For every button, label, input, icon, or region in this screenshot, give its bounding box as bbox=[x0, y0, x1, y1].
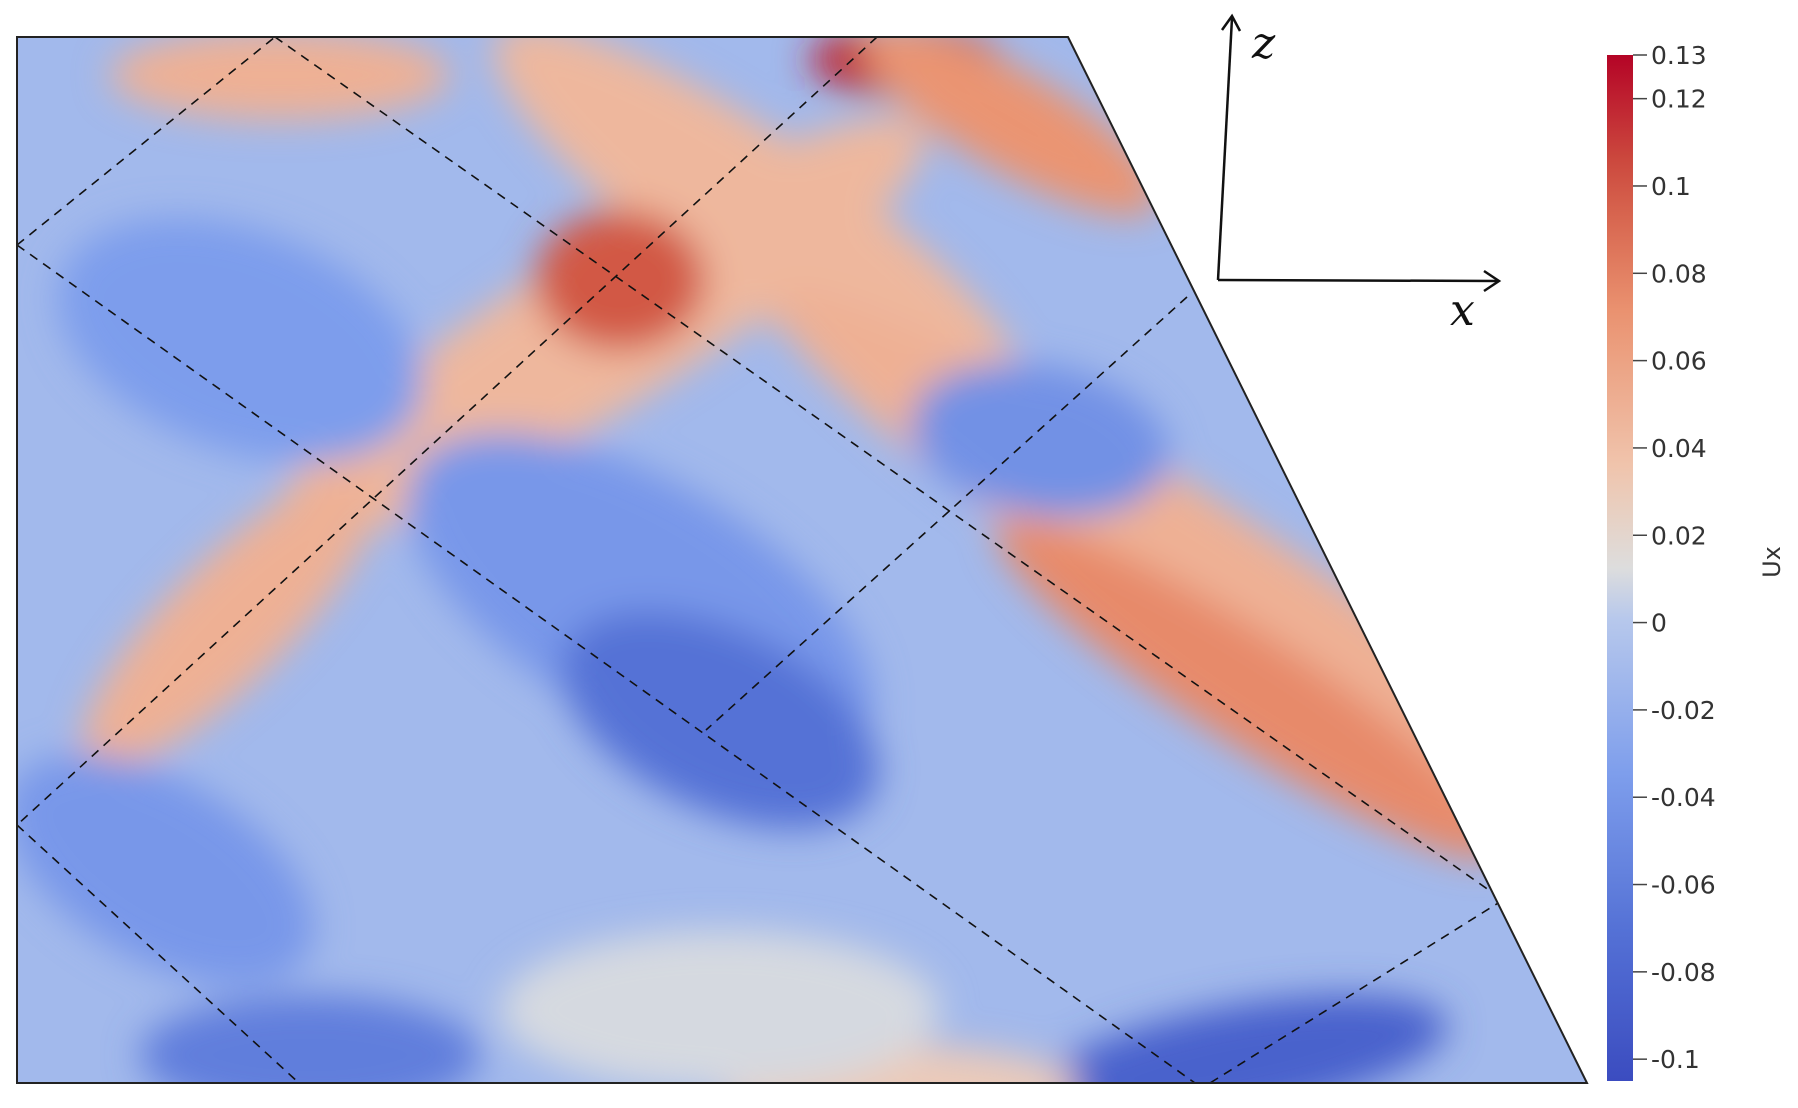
dashed-wave-lines bbox=[17, 37, 1504, 1083]
colorbar-title: Ux bbox=[1758, 546, 1786, 578]
x-axis-label: x bbox=[1450, 285, 1475, 336]
colorbar-tick-label: -0.08 bbox=[1651, 958, 1716, 987]
field-region bbox=[82, 472, 378, 768]
colorbar-tick-label: 0.1 bbox=[1651, 172, 1691, 201]
field-region bbox=[493, 37, 1027, 415]
wave-line bbox=[17, 244, 1196, 1083]
colorbar-tick-label: -0.06 bbox=[1651, 871, 1716, 900]
field-region bbox=[110, 37, 450, 120]
colorbar-tick-label: 0.04 bbox=[1651, 434, 1707, 463]
colorbar-tick-label: -0.04 bbox=[1651, 783, 1716, 812]
field-region bbox=[57, 217, 423, 463]
wave-line bbox=[17, 37, 878, 826]
field-region bbox=[911, 362, 1169, 518]
colorbar-tick-label: 0.08 bbox=[1651, 259, 1707, 288]
field-color-regions bbox=[17, 37, 1585, 1083]
domain-outline bbox=[16, 36, 1589, 1084]
colorbar-scale bbox=[1607, 55, 1633, 1081]
colorbar-tick-label: -0.02 bbox=[1651, 696, 1716, 725]
field-region bbox=[996, 520, 1504, 860]
field-region bbox=[500, 930, 940, 1083]
z-axis-arrow bbox=[1216, 17, 1234, 281]
colorbar-tick-label: 0.06 bbox=[1651, 347, 1707, 376]
x-axis-arrow bbox=[1217, 278, 1499, 283]
wave-line bbox=[274, 37, 1504, 901]
velocity-field-plot bbox=[17, 37, 1587, 1083]
field-region bbox=[860, 37, 1160, 216]
z-arrow-head-icon bbox=[1220, 13, 1242, 32]
colorbar: 0.13 0.12 0.1 0.08 0.06 0.04 0.02 0 -0.02 -0.04 -0… bbox=[1607, 41, 1786, 1081]
colorbar-tick-label: 0.13 bbox=[1651, 41, 1707, 70]
coordinate-axes-indicator bbox=[1216, 13, 1502, 293]
colorbar-tick-label: 0 bbox=[1651, 609, 1667, 638]
colorbar-tick-label: 0.02 bbox=[1651, 521, 1707, 550]
colorbar-tick-label: 0.12 bbox=[1651, 85, 1707, 114]
z-axis-label: z bbox=[1251, 18, 1276, 69]
field-region bbox=[140, 995, 480, 1083]
field-region bbox=[561, 611, 879, 829]
colorbar-ticks: 0.13 0.12 0.1 0.08 0.06 0.04 0.02 0 -0.02 -0.04 -0… bbox=[1633, 41, 1716, 1074]
field-region bbox=[1032, 994, 1448, 1083]
field-region bbox=[17, 754, 314, 986]
colorbar-tick-label: -0.1 bbox=[1651, 1045, 1700, 1074]
x-arrow-head-icon bbox=[1483, 269, 1502, 293]
wave-line bbox=[705, 296, 1188, 731]
wave-line bbox=[17, 37, 276, 246]
